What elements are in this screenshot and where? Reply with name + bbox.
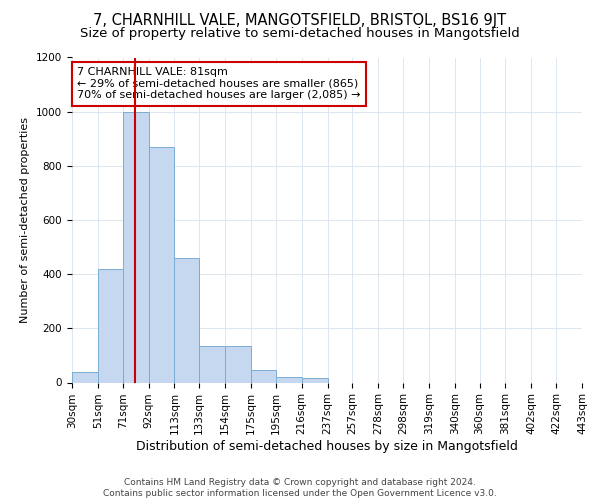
X-axis label: Distribution of semi-detached houses by size in Mangotsfield: Distribution of semi-detached houses by … — [136, 440, 518, 453]
Bar — [98, 269, 122, 382]
Bar — [149, 147, 175, 382]
Bar — [251, 370, 276, 382]
Bar — [122, 112, 149, 382]
Text: 7, CHARNHILL VALE, MANGOTSFIELD, BRISTOL, BS16 9JT: 7, CHARNHILL VALE, MANGOTSFIELD, BRISTOL… — [94, 12, 506, 28]
Bar — [72, 372, 98, 382]
Bar — [199, 346, 225, 383]
Bar — [225, 346, 251, 383]
Text: 7 CHARNHILL VALE: 81sqm
← 29% of semi-detached houses are smaller (865)
70% of s: 7 CHARNHILL VALE: 81sqm ← 29% of semi-de… — [77, 67, 361, 100]
Text: Contains HM Land Registry data © Crown copyright and database right 2024.
Contai: Contains HM Land Registry data © Crown c… — [103, 478, 497, 498]
Bar — [302, 378, 328, 382]
Bar — [276, 377, 302, 382]
Y-axis label: Number of semi-detached properties: Number of semi-detached properties — [20, 117, 31, 323]
Bar — [175, 258, 199, 382]
Text: Size of property relative to semi-detached houses in Mangotsfield: Size of property relative to semi-detach… — [80, 28, 520, 40]
